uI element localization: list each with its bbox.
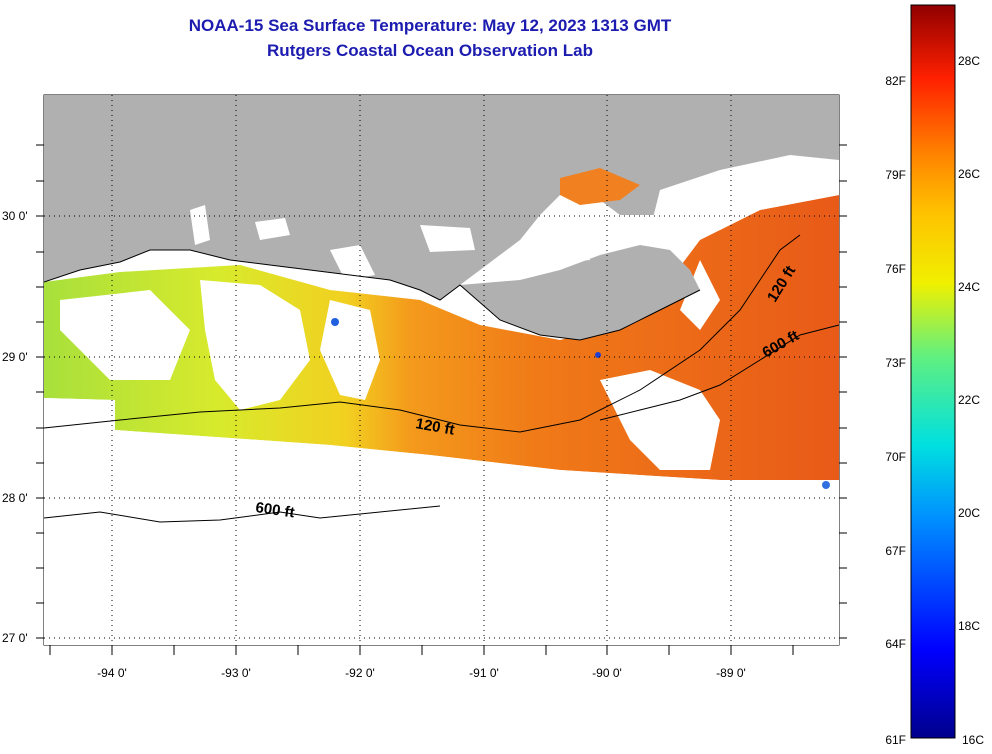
- colorbar-f-label: 67F: [885, 544, 906, 558]
- colorbar: [910, 4, 956, 739]
- cloud-patch: [60, 290, 190, 380]
- colorbar-f-label: 73F: [885, 356, 906, 370]
- isobath-120ft: [44, 234, 801, 433]
- lon-label: -90 0': [592, 666, 622, 680]
- colorbar-c-label: 26C: [958, 167, 980, 181]
- inland-lake: [565, 235, 590, 262]
- isobath-600ft: [44, 324, 839, 523]
- coastline: [44, 249, 701, 341]
- colorbar-f-label: 79F: [885, 168, 906, 182]
- cold-spot: [331, 318, 339, 326]
- lat-label: 28 0': [2, 491, 28, 505]
- cold-spot: [595, 352, 601, 358]
- no-data-region: [44, 398, 839, 645]
- colorbar-f-label: 76F: [885, 262, 906, 276]
- isobath-label: 120 ft: [414, 415, 456, 439]
- lon-label: -94 0': [97, 666, 127, 680]
- lat-label: 30 0': [2, 209, 28, 223]
- colorbar-c-label: 16C: [962, 733, 984, 747]
- lake-sst: [560, 168, 640, 205]
- colorbar-f-label: 64F: [885, 637, 906, 651]
- colorbar-f-label: 70F: [885, 450, 906, 464]
- colorbar-c-label: 22C: [958, 393, 980, 407]
- colorbar-f-label: 82F: [885, 74, 906, 88]
- lon-label: -91 0': [469, 666, 499, 680]
- inland-lake: [330, 245, 375, 280]
- colorbar-c-label: 24C: [958, 280, 980, 294]
- inland-lake: [420, 225, 475, 252]
- cloud-patch: [680, 260, 720, 330]
- cloud-patch: [200, 280, 310, 410]
- colorbar-f-label: 61F: [885, 733, 906, 747]
- inland-lake: [190, 205, 210, 245]
- axis-ticks: [36, 144, 847, 655]
- lon-label: -92 0': [345, 666, 375, 680]
- isobath-label: 600 ft: [254, 499, 295, 521]
- colorbar-c-label: 18C: [958, 619, 980, 633]
- land: [460, 245, 700, 340]
- colorbar-c-label: 20C: [958, 506, 980, 520]
- chart-subtitle: Rutgers Coastal Ocean Observation Lab: [267, 41, 593, 60]
- land: [44, 95, 839, 300]
- lon-label: -93 0': [221, 666, 251, 680]
- lon-label: -89 0': [716, 666, 746, 680]
- graticule: [44, 95, 839, 645]
- cold-spot: [822, 481, 830, 489]
- colorbar-c-label: 28C: [958, 54, 980, 68]
- inland-lake: [255, 218, 290, 240]
- lat-label: 27 0': [2, 631, 28, 645]
- lat-label: 29 0': [2, 350, 28, 364]
- coastal-cloud: [650, 155, 839, 240]
- chart-title: NOAA-15 Sea Surface Temperature: May 12,…: [188, 16, 672, 35]
